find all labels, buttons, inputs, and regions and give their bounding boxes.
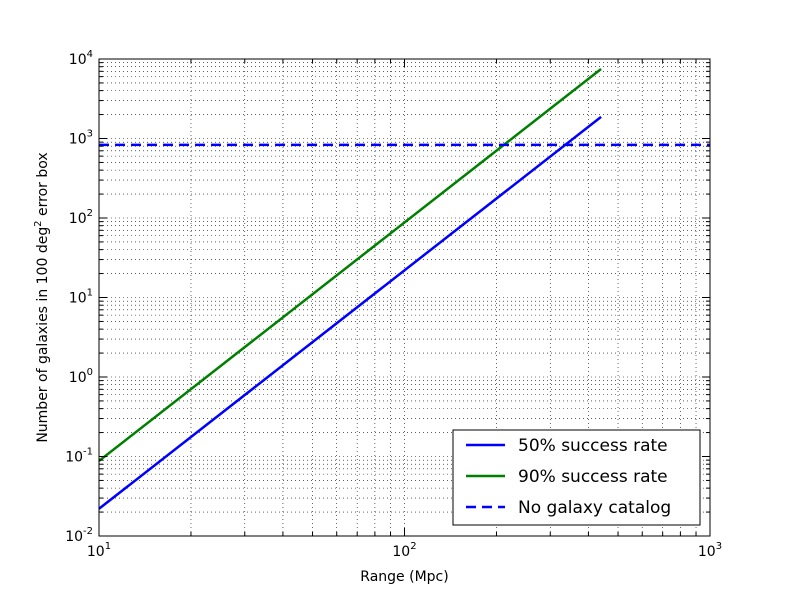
x-tick-label: 102 <box>392 541 416 560</box>
y-tick-label: 101 <box>69 288 93 307</box>
series-layer <box>98 68 710 510</box>
legend-items: 50% success rate 90% success rate No galax… <box>466 436 671 518</box>
legend: 50% success rate 90% success rate No galax… <box>452 429 701 526</box>
legend-label-3: No galaxy catalog <box>518 498 671 518</box>
y-tick-label: 10-2 <box>65 526 93 545</box>
legend-label-1: 50% success rate <box>518 436 668 456</box>
series-line-2 <box>98 68 602 462</box>
tick-labels: 101 102 103 10-2 10-1 100 101 102 103 104 <box>65 49 722 560</box>
y-axis-label-main: Number of galaxies in 100 deg <box>35 227 51 443</box>
y-tick-label: 104 <box>69 49 93 68</box>
y-tick-label: 103 <box>69 129 93 148</box>
y-tick-label: 10-1 <box>65 447 93 466</box>
y-axis-label: Number of galaxies in 100 deg2 error box <box>33 152 51 442</box>
x-tick-label: 103 <box>698 541 722 560</box>
x-tick-label: 101 <box>87 541 111 560</box>
y-axis-label-sup: 2 <box>33 220 44 226</box>
y-tick-label: 100 <box>69 367 93 386</box>
y-tick-label: 102 <box>69 208 93 227</box>
x-axis-label: Range (Mpc) <box>360 569 448 585</box>
legend-label-2: 90% success rate <box>518 467 668 487</box>
series-line-1 <box>98 115 602 510</box>
y-axis-label-tail: error box <box>35 152 51 220</box>
ticks <box>98 58 711 537</box>
